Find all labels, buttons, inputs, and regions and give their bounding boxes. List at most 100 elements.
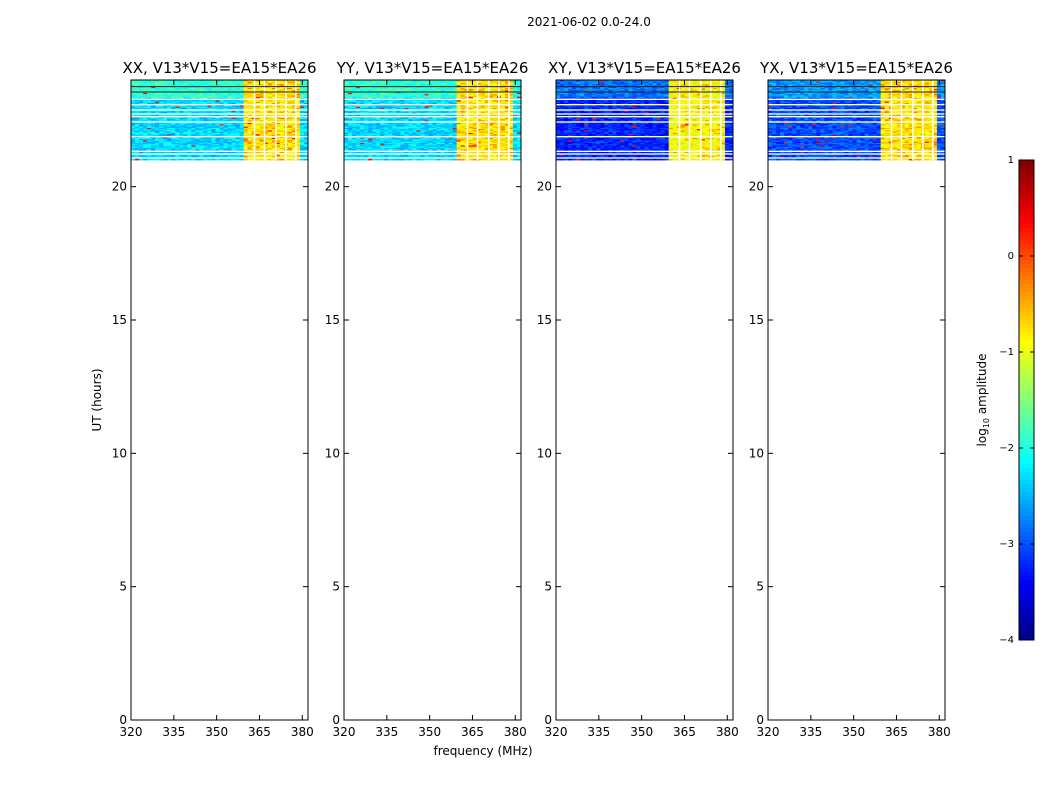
heatmap-cell [372, 126, 377, 128]
heatmap-cell [376, 106, 381, 108]
heatmap-cell [396, 143, 401, 146]
heatmap-cell [223, 148, 228, 151]
heatmap-cell [247, 147, 253, 150]
heatmap-cell [504, 105, 510, 107]
heatmap-cell [488, 142, 494, 145]
heatmap-cell [436, 120, 441, 122]
heatmap-cell [352, 125, 357, 127]
heatmap-cell [352, 141, 357, 143]
heatmap-cell [215, 122, 220, 125]
heatmap-cell [271, 126, 277, 128]
heatmap-cell [231, 133, 236, 136]
heatmap-cell [247, 146, 253, 148]
heatmap-cell [279, 93, 285, 96]
heatmap-cell [384, 156, 389, 158]
heatmap-cell [143, 125, 148, 127]
heatmap-cell [360, 110, 365, 112]
heatmap-cell [404, 107, 409, 110]
heatmap-cell [219, 148, 224, 151]
heatmap-cell [368, 133, 373, 136]
heatmap-cell [504, 132, 510, 135]
heatmap-cell [175, 95, 180, 97]
heatmap-cell [444, 135, 449, 137]
heatmap-cell [291, 101, 297, 103]
heatmap-cell [372, 141, 377, 143]
heatmap-cell [219, 100, 224, 102]
x-tick-label: 350 [205, 725, 228, 739]
heatmap-cell [275, 97, 281, 100]
heatmap-cell [428, 131, 433, 133]
heatmap-cell [151, 97, 156, 100]
heatmap-cell [504, 152, 510, 155]
heatmap-cell [263, 142, 269, 145]
heatmap-cell [348, 145, 353, 147]
heatmap-cell [416, 126, 421, 128]
heatmap-cell [243, 137, 249, 140]
heatmap-cell [191, 123, 196, 126]
heatmap-cell [279, 81, 285, 83]
heatmap-cell [215, 110, 220, 112]
heatmap-cell [191, 145, 196, 147]
heatmap-cell [448, 110, 454, 112]
heatmap-cell [135, 117, 140, 120]
heatmap-cell [360, 128, 365, 131]
heatmap-cell [211, 141, 216, 143]
heatmap-cell [299, 100, 305, 102]
heatmap-cell [287, 96, 293, 98]
heatmap-cell [380, 133, 385, 136]
heatmap-cell [448, 117, 454, 120]
heatmap-cell [215, 145, 220, 147]
heatmap-cell [255, 151, 261, 153]
y-tick-label: 10 [112, 446, 127, 460]
heatmap-cell [468, 131, 474, 133]
heatmap-cell [424, 158, 429, 161]
heatmap-cell [388, 135, 393, 137]
heatmap-cell [392, 118, 397, 121]
heatmap-cell [143, 127, 148, 130]
heatmap-cell [155, 115, 160, 117]
heatmap-cell [207, 145, 212, 147]
heatmap-cell [412, 120, 417, 122]
heatmap-cell [199, 133, 204, 136]
heatmap-cell [211, 128, 216, 131]
heatmap-cell [163, 145, 168, 147]
flagged-row [131, 98, 308, 100]
heatmap-cell [303, 151, 309, 153]
heatmap-cell [348, 140, 353, 142]
heatmap-cell [195, 115, 200, 117]
heatmap-cell [211, 120, 216, 122]
heatmap-cell [131, 82, 136, 85]
heatmap-cell [476, 112, 482, 115]
heatmap-cell [215, 138, 220, 141]
heatmap-cell [376, 141, 381, 143]
heatmap-cell [428, 120, 433, 122]
heatmap-cell [388, 125, 393, 127]
heatmap-cell [235, 118, 241, 121]
heatmap-cell [380, 156, 385, 158]
heatmap-cell [356, 107, 361, 110]
heatmap-cell [428, 132, 433, 135]
heatmap-cell [440, 117, 445, 120]
heatmap-cell [155, 155, 160, 157]
heatmap-cell [516, 101, 522, 103]
heatmap-cell [364, 143, 369, 146]
heatmap-cell [195, 96, 200, 98]
heatmap-cell [428, 140, 433, 142]
heatmap-cell [235, 138, 241, 141]
heatmap-cell [267, 137, 273, 140]
heatmap-cell [396, 156, 401, 158]
heatmap-cell [139, 105, 144, 107]
heatmap-cell [191, 122, 196, 125]
heatmap-cell [299, 156, 305, 158]
heatmap-cell [243, 96, 249, 98]
heatmap-cell [484, 106, 490, 108]
heatmap-cell [263, 100, 269, 102]
heatmap-cell [227, 151, 232, 153]
heatmap-cell [392, 110, 397, 112]
heatmap-cell [271, 148, 277, 151]
heatmap-cell [139, 145, 144, 147]
heatmap-cell [279, 152, 285, 155]
heatmap-cell [143, 88, 148, 91]
heatmap-cell [476, 110, 482, 112]
heatmap-cell [368, 158, 373, 161]
